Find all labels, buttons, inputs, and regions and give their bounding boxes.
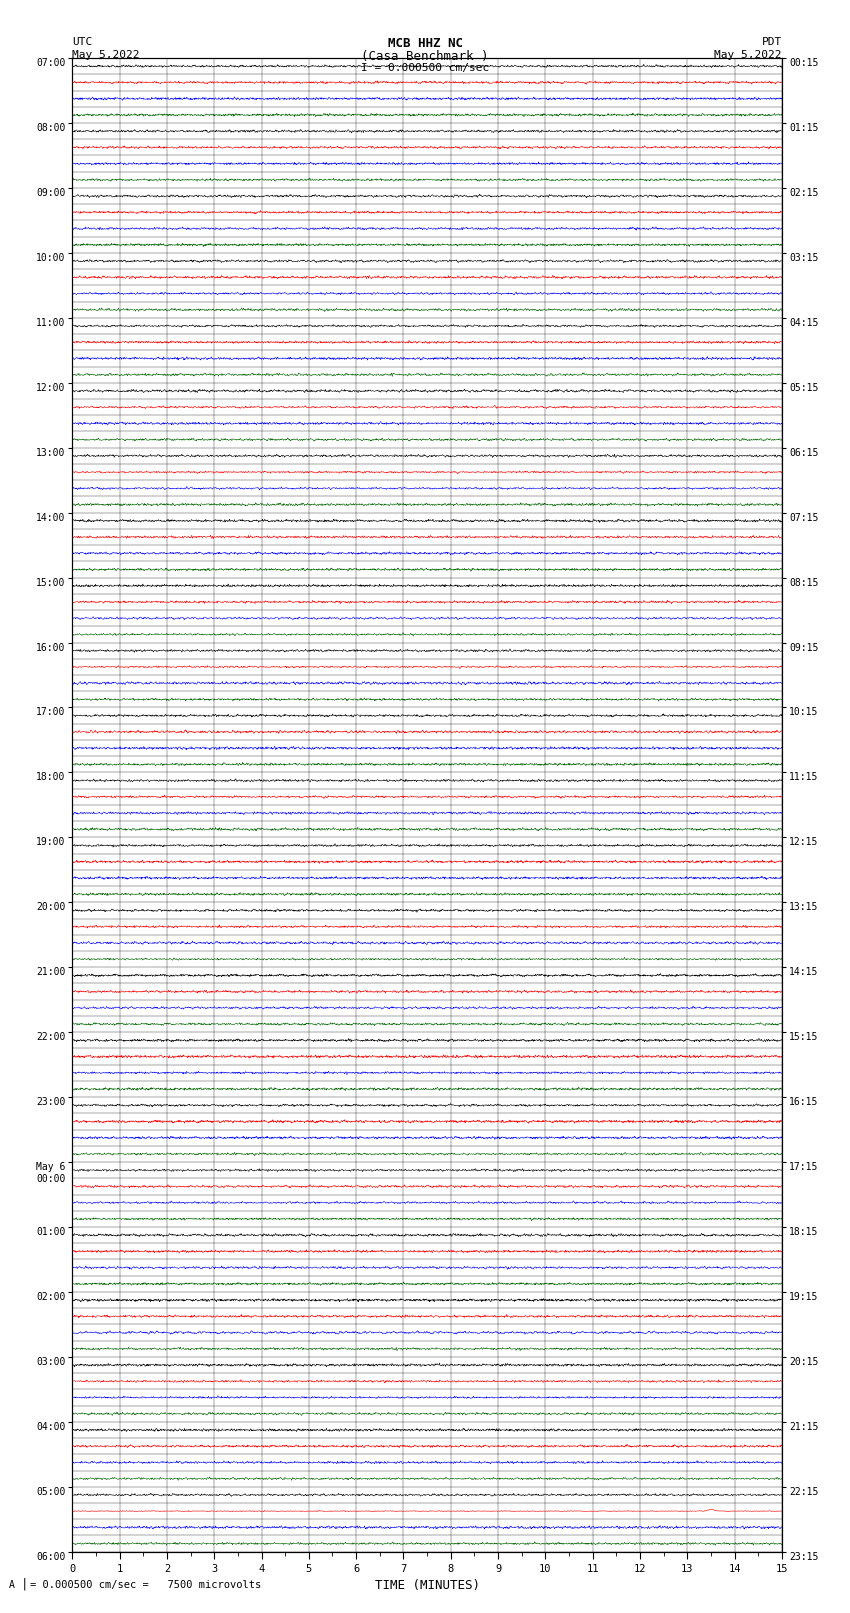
Text: I = 0.000500 cm/sec: I = 0.000500 cm/sec: [361, 63, 489, 73]
Text: = 0.000500 cm/sec =   7500 microvolts: = 0.000500 cm/sec = 7500 microvolts: [30, 1581, 261, 1590]
Text: PDT: PDT: [762, 37, 782, 47]
Text: (Casa Benchmark ): (Casa Benchmark ): [361, 50, 489, 63]
Text: A: A: [8, 1581, 14, 1590]
X-axis label: TIME (MINUTES): TIME (MINUTES): [375, 1579, 479, 1592]
Text: UTC: UTC: [72, 37, 93, 47]
Text: MCB HHZ NC: MCB HHZ NC: [388, 37, 462, 50]
Text: May 5,2022: May 5,2022: [72, 50, 139, 60]
Text: May 5,2022: May 5,2022: [715, 50, 782, 60]
Text: |: |: [21, 1578, 29, 1590]
